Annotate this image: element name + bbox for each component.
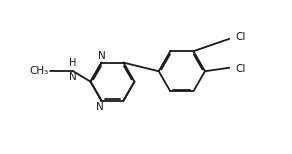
- Text: N: N: [98, 51, 105, 61]
- Text: H: H: [69, 59, 77, 68]
- Text: N: N: [96, 102, 104, 112]
- Text: N: N: [69, 72, 77, 82]
- Text: CH₃: CH₃: [29, 66, 49, 76]
- Text: Cl: Cl: [235, 64, 245, 74]
- Text: Cl: Cl: [235, 32, 245, 42]
